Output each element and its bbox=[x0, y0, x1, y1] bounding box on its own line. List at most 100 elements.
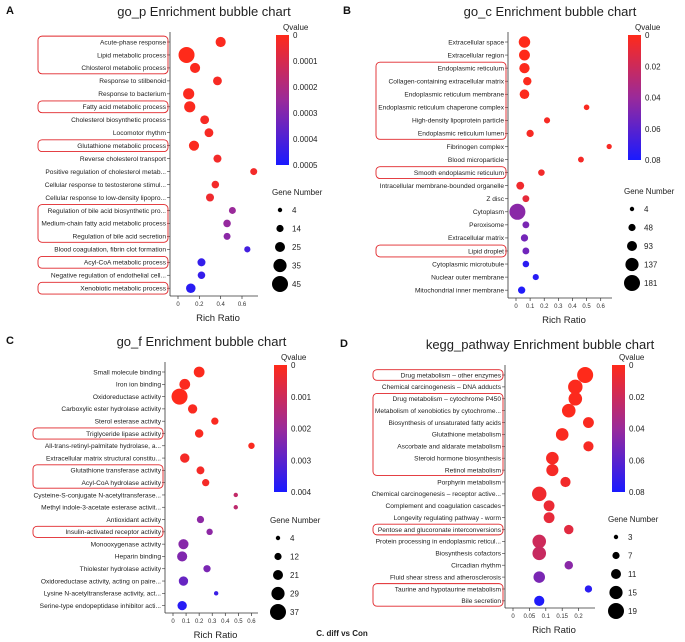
qvalue-tick: 0.02 bbox=[629, 393, 645, 402]
bubble bbox=[205, 193, 215, 202]
highlight-box bbox=[37, 139, 169, 153]
term-label: Heparin binding bbox=[115, 554, 162, 561]
size-legend-bubble bbox=[274, 552, 282, 561]
term-label: Lysine N-acetyltransferase activity, act… bbox=[44, 591, 161, 598]
bubble bbox=[564, 524, 574, 535]
term-label: Complement and coagulation cascades bbox=[386, 503, 502, 510]
bubble bbox=[213, 76, 222, 86]
x-tick-label: 0 bbox=[511, 614, 515, 620]
size-legend-label: 4 bbox=[290, 534, 295, 543]
term-label: Oxidoreductase activity, acting on paire… bbox=[41, 578, 161, 585]
term-label: Z disc bbox=[486, 196, 504, 203]
bubble bbox=[509, 203, 526, 220]
term-label: Glutathione metabolic process bbox=[77, 143, 166, 150]
bubble bbox=[519, 89, 530, 100]
size-legend-title: Gene Number bbox=[608, 515, 659, 524]
size-legend-bubble bbox=[276, 224, 284, 233]
chart-title: go_p Enrichment bubble chart bbox=[117, 4, 291, 19]
bubble bbox=[577, 367, 594, 383]
term-label: Steroid hormone biosynthesis bbox=[414, 456, 502, 463]
term-label: Longevity regulating pathway - worm bbox=[394, 515, 502, 522]
bubble bbox=[538, 169, 545, 176]
bubble bbox=[206, 528, 213, 536]
qvalue-tick: 0.04 bbox=[645, 94, 661, 103]
bubble bbox=[519, 49, 530, 61]
bubble bbox=[532, 534, 547, 549]
bubble bbox=[203, 565, 211, 573]
bubble bbox=[196, 466, 205, 475]
size-legend-bubble bbox=[613, 534, 619, 540]
size-legend-label: 19 bbox=[628, 607, 637, 616]
x-tick-label: 0.1 bbox=[542, 614, 551, 620]
term-label: Fatty acid metabolic process bbox=[82, 104, 166, 111]
term-label: Ascorbate and aldarate metabolism bbox=[397, 444, 501, 451]
chart-title: go_c Enrichment bubble chart bbox=[464, 4, 637, 19]
x-tick-label: 0.15 bbox=[556, 614, 568, 620]
term-label: Extracellular matrix structural constitu… bbox=[46, 455, 161, 462]
bubble bbox=[561, 403, 576, 418]
bubble bbox=[520, 234, 529, 242]
qvalue-colorbar bbox=[612, 365, 625, 492]
bubble bbox=[204, 128, 214, 138]
bubble bbox=[568, 391, 583, 406]
size-legend-title: Gene Number bbox=[270, 516, 321, 525]
x-tick-label: 0 bbox=[171, 619, 175, 625]
x-axis-label: Rich Ratio bbox=[196, 313, 240, 324]
term-label: Locomotor rhythm bbox=[113, 130, 167, 137]
term-label: Thiolester hydrolase activity bbox=[80, 566, 162, 573]
highlight-box bbox=[37, 204, 169, 243]
size-legend-bubble bbox=[611, 569, 621, 579]
size-legend-bubble bbox=[273, 258, 287, 273]
qvalue-tick: 0.0004 bbox=[293, 135, 318, 144]
highlight-box bbox=[32, 427, 164, 440]
size-legend-bubble bbox=[612, 551, 620, 560]
qvalue-colorbar bbox=[276, 35, 289, 165]
qvalue-tick: 0.002 bbox=[291, 425, 312, 434]
size-legend-label: 3 bbox=[628, 533, 633, 542]
qvalue-tick: 0.003 bbox=[291, 456, 312, 465]
term-label: All-trans-retinyl-palmitate hydrolase, a… bbox=[45, 443, 161, 450]
qvalue-tick: 0.004 bbox=[291, 488, 312, 497]
term-label: Pentose and glucoronate interconversions bbox=[378, 527, 502, 534]
size-legend-bubble bbox=[272, 276, 288, 292]
qvalue-tick: 0.08 bbox=[645, 156, 661, 165]
term-label: Glutathione metabolism bbox=[432, 432, 502, 439]
term-label: Medium-chain fatty acid metabolic proces… bbox=[41, 221, 166, 228]
bubble bbox=[197, 258, 206, 267]
term-label: Regulation of bile acid biosynthetic pro… bbox=[48, 208, 167, 215]
term-label: Lipid droplet bbox=[468, 248, 504, 255]
term-label: Iron ion binding bbox=[116, 382, 161, 389]
bubble bbox=[532, 486, 547, 502]
term-label: Chlosterol metabolic process bbox=[81, 65, 166, 72]
term-label: Blood coagulation, fibrin clot formation bbox=[54, 247, 166, 254]
bubble bbox=[584, 585, 593, 593]
x-axis-label: Rich Ratio bbox=[532, 625, 576, 636]
term-label: Serine-type endopeptidase inhibitor acti… bbox=[40, 603, 161, 610]
term-label: Taurine and hypotaurine metabolism bbox=[395, 586, 502, 593]
bubble bbox=[564, 560, 574, 570]
bubble bbox=[197, 271, 206, 280]
qvalue-tick: 0.06 bbox=[645, 125, 661, 134]
bubble bbox=[543, 117, 551, 124]
term-label: Protein processing in endoplasmic reticu… bbox=[376, 539, 502, 546]
x-tick-label: 0.3 bbox=[208, 619, 217, 625]
size-legend-label: 14 bbox=[292, 225, 301, 234]
bubble bbox=[577, 156, 584, 163]
size-legend-label: 4 bbox=[644, 205, 649, 214]
qvalue-legend-title: Qvalue bbox=[281, 353, 307, 362]
qvalue-legend-title: Qvalue bbox=[635, 23, 661, 32]
bubble bbox=[213, 591, 219, 596]
qvalue-tick: 0 bbox=[629, 361, 634, 370]
qvalue-tick: 0 bbox=[291, 361, 296, 370]
bubble bbox=[183, 88, 195, 100]
x-tick-label: 0.6 bbox=[247, 619, 256, 625]
qvalue-colorbar bbox=[628, 35, 641, 160]
highlight-box bbox=[372, 369, 504, 381]
size-legend-label: 29 bbox=[290, 590, 299, 599]
bubble bbox=[193, 366, 205, 378]
term-label: Response to stilbenoid bbox=[99, 78, 166, 85]
term-label: Positive regulation of cholesterol metab… bbox=[45, 169, 166, 176]
term-label: Fluid shear stress and atherosclerosis bbox=[390, 574, 502, 581]
x-tick-label: 0.05 bbox=[524, 614, 536, 620]
term-label: Acyl-CoA hydrolase activity bbox=[81, 480, 161, 487]
